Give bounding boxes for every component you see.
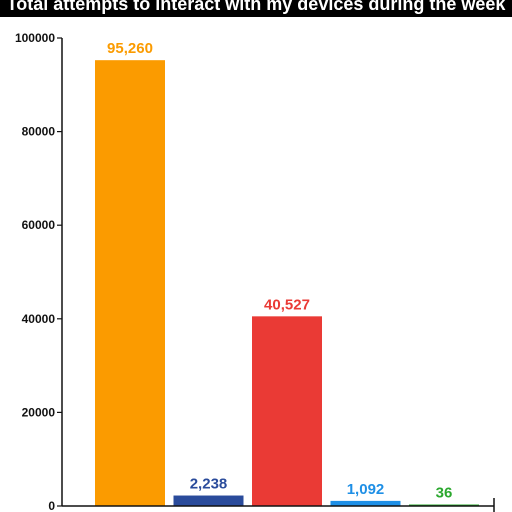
bar-value-label: 36 (436, 485, 453, 502)
y-tick-label: 0 (48, 499, 55, 512)
chart-title-bar: Total attempts to interact with my devic… (0, 0, 512, 17)
y-tick-label: 20000 (22, 405, 56, 419)
bar-value-label: 40,527 (264, 296, 310, 313)
y-tick-label: 80000 (22, 125, 56, 139)
y-tick-label: 100000 (15, 31, 55, 45)
bar (252, 316, 322, 506)
chart-title: Total attempts to interact with my devic… (6, 0, 506, 14)
data-labels: 95,260 2,238 40,527 1,092 36 (107, 40, 452, 501)
y-axis-ticks: 100000 80000 60000 40000 20000 0 (15, 31, 62, 512)
bar (95, 60, 165, 507)
bar-value-label: 95,260 (107, 40, 153, 57)
bar-value-label: 2,238 (190, 476, 228, 493)
y-tick-label: 40000 (22, 312, 56, 326)
bar (330, 500, 401, 506)
bar (173, 495, 244, 506)
y-tick-label: 60000 (22, 218, 56, 232)
bars (95, 60, 479, 507)
bar-value-label: 1,092 (347, 481, 385, 498)
